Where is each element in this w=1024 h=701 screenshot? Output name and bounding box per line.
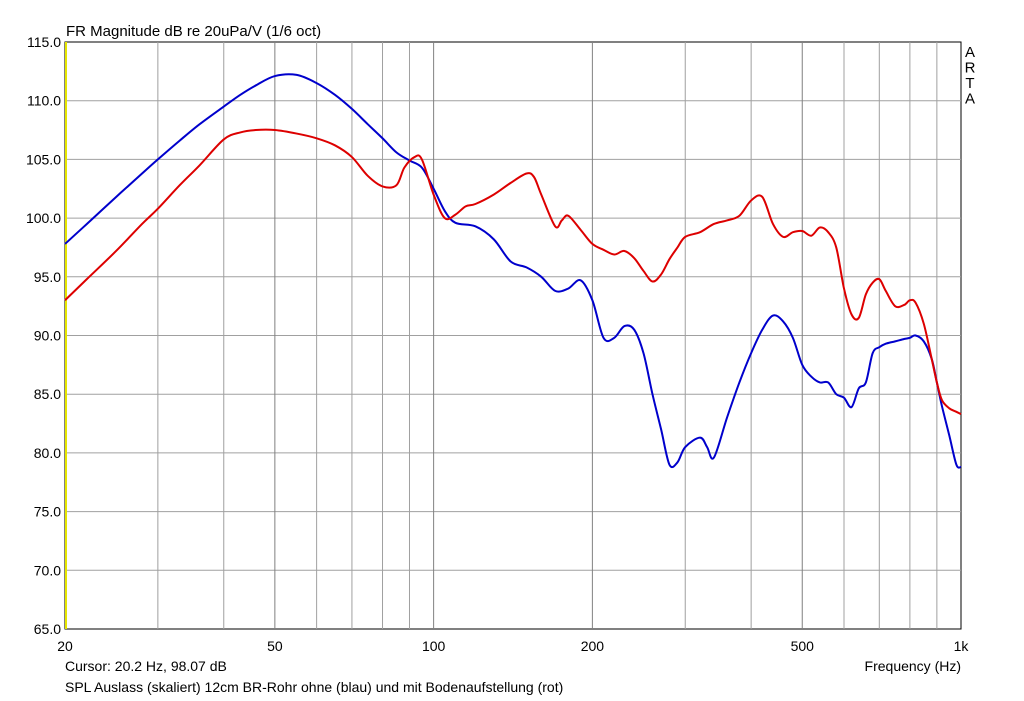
x-axis-label: Frequency (Hz)	[865, 658, 961, 674]
grid-lines	[65, 42, 961, 629]
x-tick-label: 200	[581, 638, 605, 654]
x-tick-label: 100	[422, 638, 446, 654]
y-tick-label: 95.0	[34, 269, 61, 285]
y-tick-label: 85.0	[34, 386, 61, 402]
series-line-red	[64, 128, 962, 416]
series-line-blue	[64, 73, 962, 469]
cursor-readout: Cursor: 20.2 Hz, 98.07 dB	[65, 658, 227, 674]
watermark-letter: A	[965, 91, 975, 108]
y-tick-label: 105.0	[26, 151, 61, 167]
chart-caption: SPL Auslass (skaliert) 12cm BR-Rohr ohne…	[65, 679, 563, 695]
y-tick-label: 110.0	[27, 93, 61, 109]
x-tick-label: 1k	[954, 638, 970, 654]
y-tick-label: 70.0	[34, 562, 61, 578]
x-axis-ticks: 20 50 100 200 500 1k	[57, 638, 969, 654]
x-tick-label: 50	[267, 638, 283, 654]
y-tick-label: 80.0	[34, 445, 61, 461]
x-tick-label: 20	[57, 638, 73, 654]
y-tick-label: 115.0	[27, 34, 61, 50]
y-axis-ticks: 65.0 70.0 75.0 80.0 85.0 90.0 95.0 100.0 105.0 11…	[26, 34, 61, 637]
x-tick-label: 500	[791, 638, 815, 654]
y-tick-label: 75.0	[34, 504, 61, 520]
watermark-letter: A	[965, 44, 975, 61]
y-tick-label: 65.0	[34, 621, 61, 637]
series-group	[64, 73, 962, 469]
chart-title: FR Magnitude dB re 20uPa/V (1/6 oct)	[66, 23, 321, 40]
watermark-letter: R	[965, 60, 976, 77]
y-tick-label: 100.0	[26, 210, 61, 226]
y-tick-label: 90.0	[34, 328, 61, 344]
watermark-letter: T	[965, 75, 974, 92]
